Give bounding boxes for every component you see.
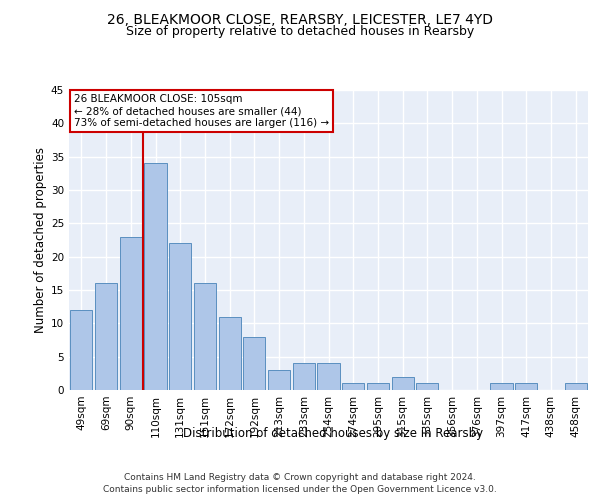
- Bar: [392, 376, 414, 390]
- Bar: [317, 364, 340, 390]
- Text: Size of property relative to detached houses in Rearsby: Size of property relative to detached ho…: [126, 25, 474, 38]
- Bar: [293, 364, 315, 390]
- Bar: [194, 284, 216, 390]
- Bar: [268, 370, 290, 390]
- Text: Distribution of detached houses by size in Rearsby: Distribution of detached houses by size …: [183, 428, 483, 440]
- Text: 26, BLEAKMOOR CLOSE, REARSBY, LEICESTER, LE7 4YD: 26, BLEAKMOOR CLOSE, REARSBY, LEICESTER,…: [107, 12, 493, 26]
- Bar: [95, 284, 117, 390]
- Bar: [416, 384, 439, 390]
- Bar: [342, 384, 364, 390]
- Y-axis label: Number of detached properties: Number of detached properties: [34, 147, 47, 333]
- Text: 26 BLEAKMOOR CLOSE: 105sqm
← 28% of detached houses are smaller (44)
73% of semi: 26 BLEAKMOOR CLOSE: 105sqm ← 28% of deta…: [74, 94, 329, 128]
- Bar: [490, 384, 512, 390]
- Text: Contains public sector information licensed under the Open Government Licence v3: Contains public sector information licen…: [103, 485, 497, 494]
- Bar: [119, 236, 142, 390]
- Bar: [243, 336, 265, 390]
- Bar: [367, 384, 389, 390]
- Bar: [70, 310, 92, 390]
- Bar: [565, 384, 587, 390]
- Bar: [218, 316, 241, 390]
- Bar: [169, 244, 191, 390]
- Text: Contains HM Land Registry data © Crown copyright and database right 2024.: Contains HM Land Registry data © Crown c…: [124, 472, 476, 482]
- Bar: [145, 164, 167, 390]
- Bar: [515, 384, 538, 390]
